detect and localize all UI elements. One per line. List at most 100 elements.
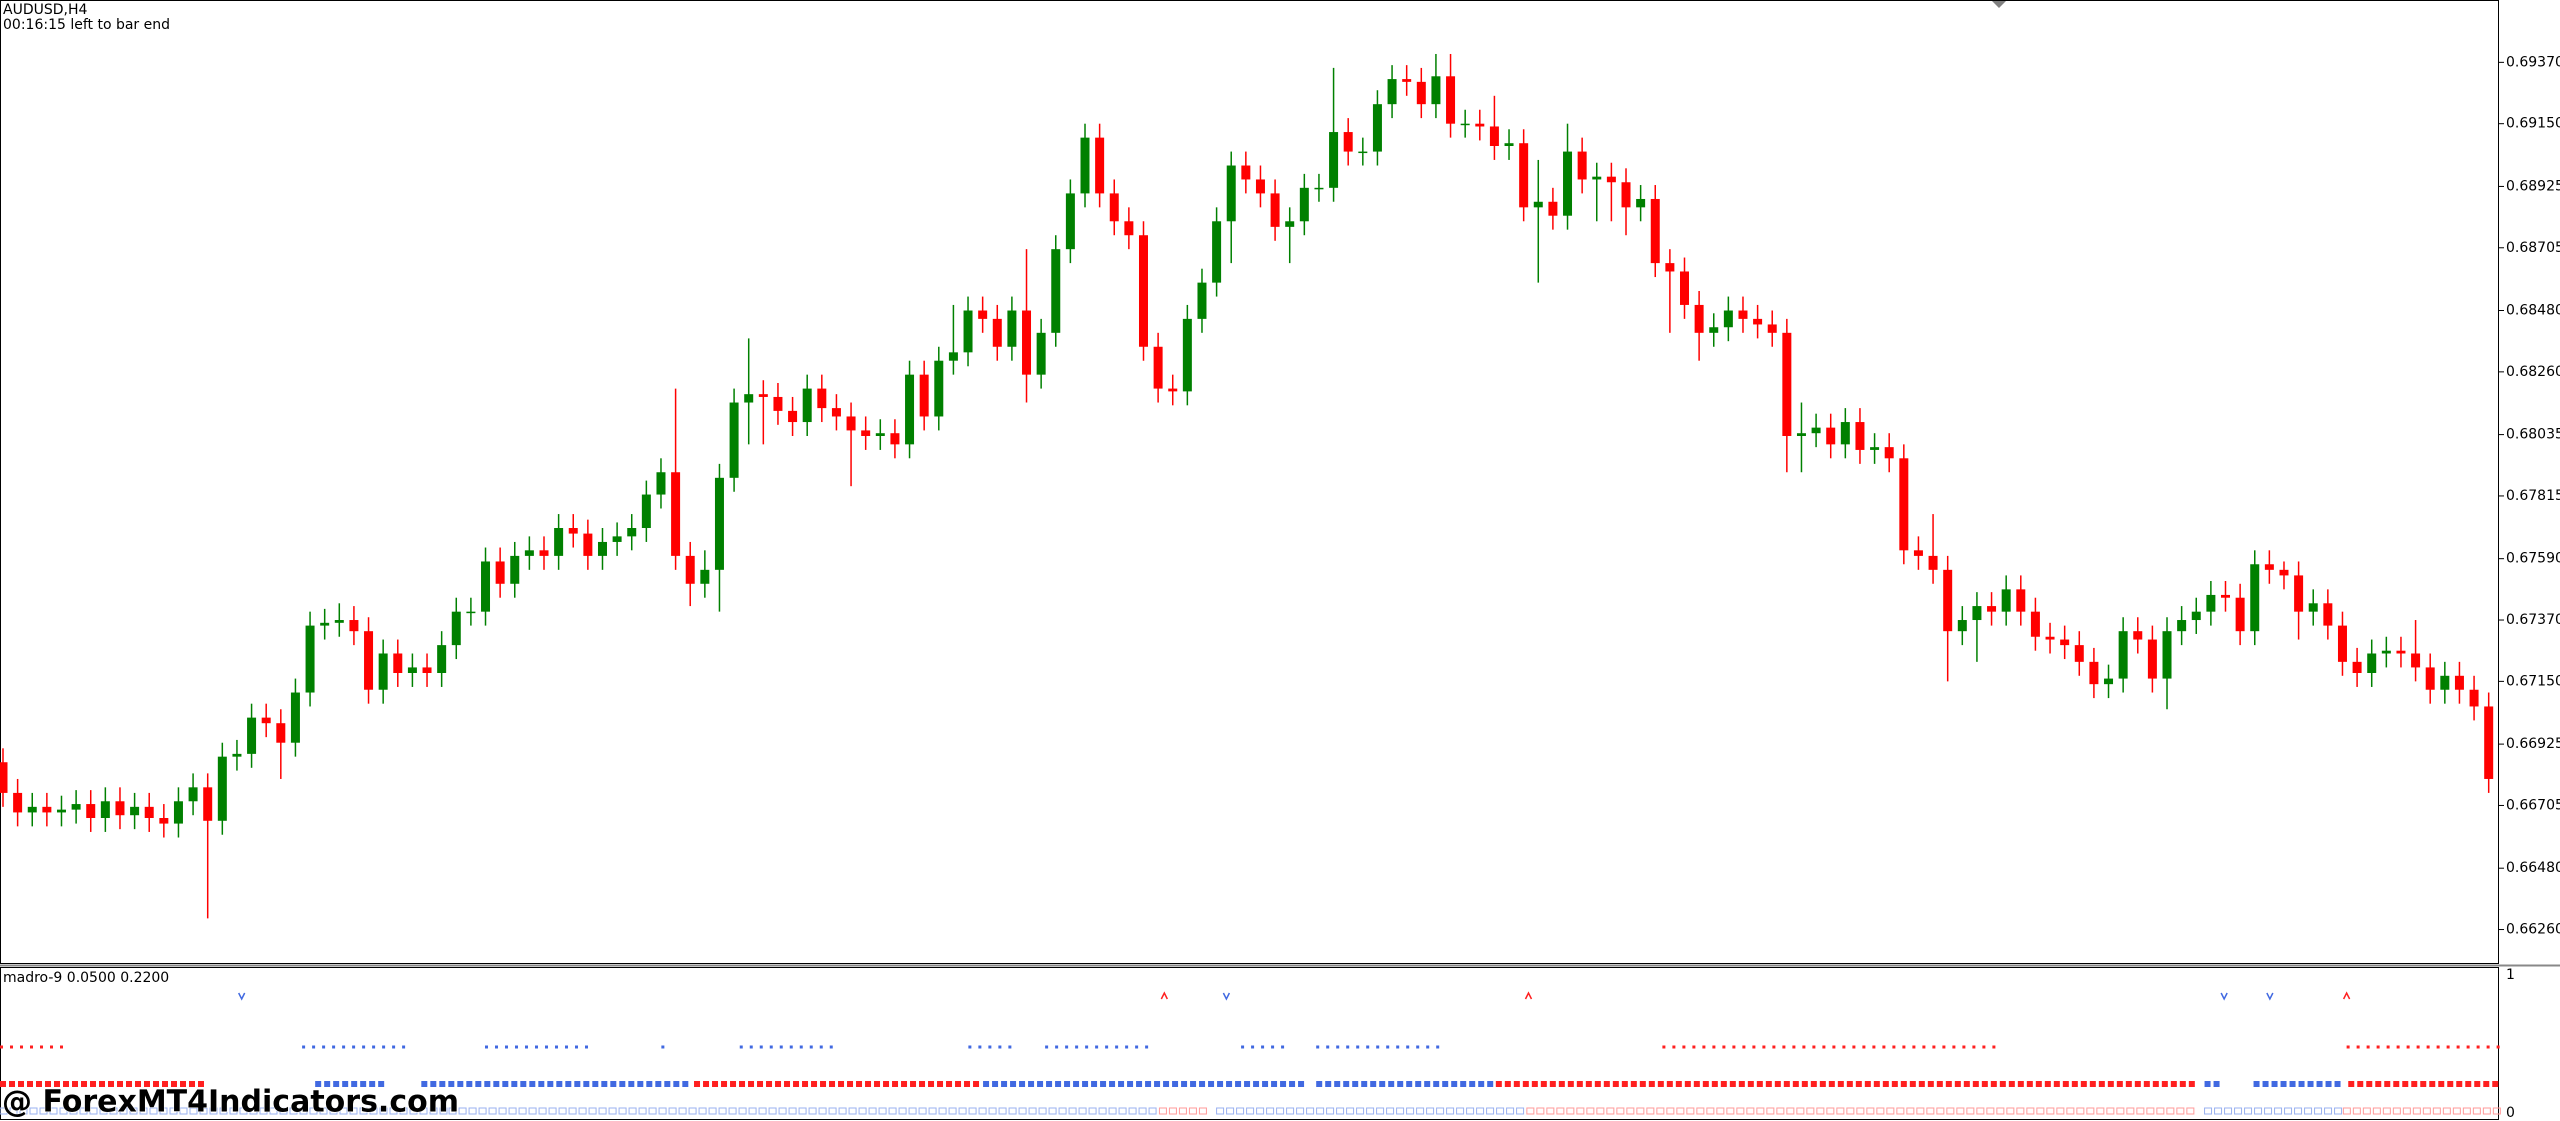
signal-dot — [1145, 1045, 1149, 1049]
candle — [27, 792, 37, 827]
signal-dot — [2325, 1081, 2332, 1087]
signal-dot — [1648, 1081, 1655, 1087]
candle-body — [817, 388, 827, 409]
signal-dot — [2426, 1045, 2430, 1049]
signal-box — [2304, 1107, 2313, 1115]
signal-dot — [1792, 1045, 1796, 1049]
signal-dot — [108, 1081, 114, 1087]
signal-dot — [529, 1081, 536, 1087]
signal-dot — [1639, 1081, 1646, 1087]
candle — [802, 374, 812, 436]
candle-body — [1329, 132, 1339, 188]
candle-body — [1431, 76, 1441, 105]
candle — [919, 360, 929, 431]
candle — [1051, 235, 1061, 347]
signal-dot — [2348, 1081, 2355, 1087]
signal-dot — [1802, 1045, 1806, 1049]
signal-box — [1676, 1107, 1685, 1115]
signal-dot — [1416, 1045, 1420, 1049]
signal-box — [1516, 1107, 1525, 1115]
signal-box — [878, 1107, 887, 1115]
candle — [1855, 408, 1865, 464]
signal-box — [1496, 1107, 1505, 1115]
signal-box — [2116, 1107, 2125, 1115]
candle-body — [992, 318, 1002, 347]
signal-dot — [538, 1081, 545, 1087]
signal-box — [399, 1107, 408, 1115]
signal-dot — [1478, 1081, 1485, 1087]
candle — [2206, 580, 2216, 626]
signal-dot — [2429, 1081, 2436, 1087]
y-tick-label: 0.68925 — [2506, 178, 2560, 194]
signal-dot — [1594, 1081, 1601, 1087]
candle — [1928, 514, 1938, 584]
signal-dot — [332, 1045, 336, 1049]
signal-box — [149, 1107, 158, 1115]
signal-box — [1996, 1107, 2005, 1115]
candle-body — [2454, 675, 2464, 690]
signal-box — [1336, 1107, 1345, 1115]
candle — [1226, 151, 1236, 264]
candle — [714, 463, 724, 612]
signal-dot — [2298, 1081, 2305, 1087]
signal-dot — [505, 1045, 509, 1049]
signal-dot — [1326, 1045, 1330, 1049]
signal-box — [2126, 1107, 2135, 1115]
candle — [100, 787, 110, 832]
candle — [861, 416, 871, 450]
signal-dot — [1792, 1081, 1799, 1087]
signal-box — [329, 1107, 338, 1115]
candle — [744, 338, 754, 445]
candle-body — [144, 806, 154, 819]
signal-dot — [1828, 1081, 1835, 1087]
signal-box — [1926, 1107, 1935, 1115]
candle-body — [1548, 201, 1558, 216]
candle — [378, 639, 388, 704]
signal-box — [209, 1107, 218, 1115]
signal-dot — [802, 1081, 809, 1087]
candle — [1899, 444, 1909, 565]
signal-box — [538, 1107, 547, 1115]
candle-body — [378, 653, 388, 690]
candle — [1489, 95, 1499, 160]
signal-dot — [766, 1081, 773, 1087]
signal-dot — [60, 1045, 63, 1049]
signal-dot — [1091, 1081, 1098, 1087]
candle — [2250, 550, 2260, 646]
candle-body — [2279, 569, 2289, 576]
candle — [1255, 165, 1265, 208]
signal-box — [1456, 1107, 1465, 1115]
candle — [1972, 592, 1982, 662]
candle-body — [641, 494, 651, 529]
signal-box — [1296, 1107, 1305, 1115]
candle — [1548, 187, 1558, 230]
candle — [2469, 675, 2479, 721]
candle-body — [554, 528, 564, 556]
signal-dot — [1451, 1081, 1458, 1087]
signal-dot — [1722, 1045, 1726, 1049]
candle — [2440, 661, 2450, 704]
signal-dot — [2161, 1081, 2168, 1087]
signal-dot — [1281, 1045, 1285, 1049]
signal-box — [1306, 1107, 1315, 1115]
candle — [905, 360, 915, 459]
signal-dot — [466, 1081, 473, 1087]
candle-body — [1095, 137, 1105, 194]
signal-dot — [1019, 1081, 1026, 1087]
signal-dot — [1891, 1081, 1898, 1087]
signal-box — [758, 1107, 767, 1115]
signal-dot — [1109, 1081, 1116, 1087]
signal-box — [1326, 1107, 1335, 1115]
signal-dot — [2044, 1081, 2051, 1087]
signal-dot — [838, 1081, 845, 1087]
candle-body — [1606, 176, 1616, 183]
candle — [1957, 606, 1967, 646]
candle-body — [2118, 631, 2128, 679]
signal-dot — [1954, 1081, 1961, 1087]
candle — [2279, 561, 2289, 590]
signal-box — [2176, 1107, 2185, 1115]
signal-dot — [1487, 1081, 1494, 1087]
signal-dot — [1075, 1045, 1079, 1049]
signal-dot — [2411, 1081, 2418, 1087]
signal-dot — [2316, 1081, 2323, 1087]
